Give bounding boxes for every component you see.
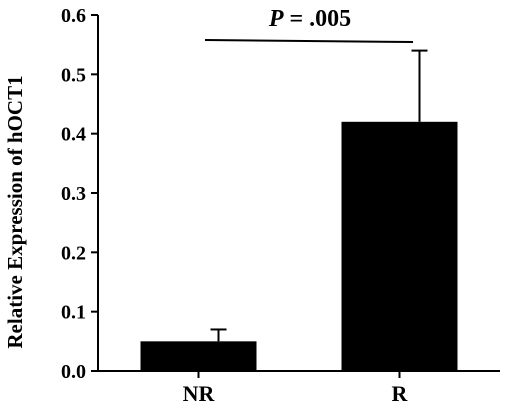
p-value-annotation: P = .005 xyxy=(268,6,351,32)
bar-nr xyxy=(140,341,257,371)
x-tick-label-r: R xyxy=(392,381,409,406)
y-axis-label: Relative Expression of hOCT1 xyxy=(3,75,27,348)
bar-r xyxy=(341,121,458,371)
significance-bracket xyxy=(204,39,414,43)
y-tick-label: 0.2 xyxy=(61,242,86,264)
y-tick-label: 0.0 xyxy=(61,361,86,383)
y-tick-label: 0.6 xyxy=(61,5,86,27)
y-tick-label: 0.5 xyxy=(61,64,86,86)
x-tick-label-nr: NR xyxy=(183,381,216,406)
bars xyxy=(140,121,458,371)
y-tick-label: 0.1 xyxy=(61,302,86,324)
axes: 0.0 0.1 0.2 0.3 0.4 0.5 0.6 NR R xyxy=(61,5,500,406)
p-letter: P xyxy=(268,6,284,32)
significance-line xyxy=(204,39,414,43)
y-tick-label: 0.4 xyxy=(61,124,86,146)
y-tick-label: 0.3 xyxy=(61,183,86,205)
error-bars xyxy=(210,49,428,342)
p-value: = .005 xyxy=(283,6,351,32)
